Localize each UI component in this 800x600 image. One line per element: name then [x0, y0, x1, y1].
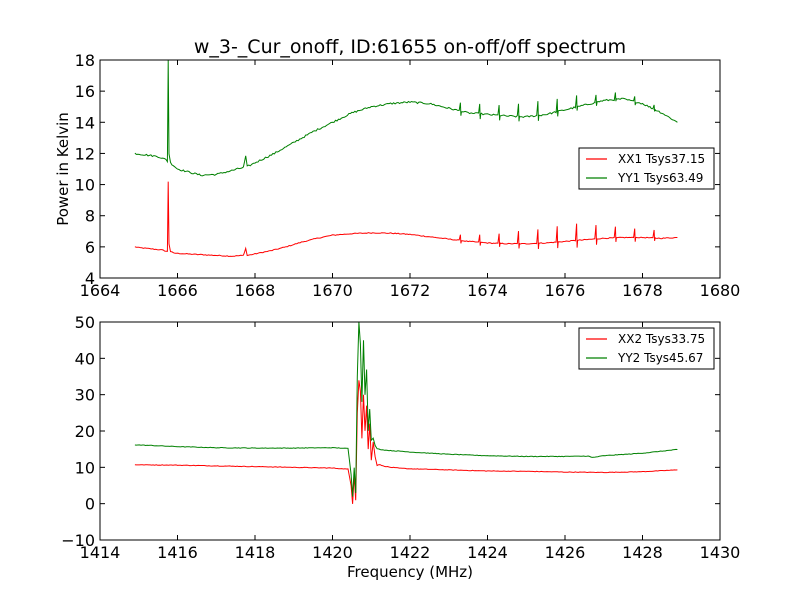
y-tick-label: 10 — [75, 176, 95, 195]
x-tick-label: 1668 — [235, 281, 276, 300]
legend-label: YY1 Tsys63.49 — [617, 171, 703, 185]
y-tick-label: 30 — [75, 386, 95, 405]
x-tick-label: 1674 — [467, 281, 508, 300]
y-tick-label: 12 — [75, 144, 95, 163]
x-tick-label: 1678 — [622, 281, 663, 300]
x-tick-label: 1666 — [157, 281, 198, 300]
y-tick-label: 10 — [75, 458, 95, 477]
legend-label: YY2 Tsys45.67 — [617, 351, 703, 365]
x-tick-label: 1428 — [622, 543, 663, 562]
x-tick-label: 1672 — [390, 281, 431, 300]
series-line-xx — [134, 181, 678, 258]
y-tick-label: 0 — [85, 495, 95, 514]
x-tick-label: 1414 — [80, 543, 121, 562]
y-tick-label: 50 — [75, 313, 95, 332]
x-tick-label: 1420 — [312, 543, 353, 562]
x-tick-label: 1424 — [467, 543, 508, 562]
series-line-xx — [134, 380, 678, 504]
x-tick-label: 1430 — [700, 543, 741, 562]
bottom-spectrum-panel: 1414 1416 1418 1420 1422 1424 1426 1428 1430 −10 0… — [61, 313, 740, 581]
y-tick-label: 40 — [75, 349, 95, 368]
x-tick-label: 1416 — [157, 543, 198, 562]
x-tick-label: 1670 — [312, 281, 353, 300]
legend-box — [578, 147, 715, 190]
legend-box — [578, 327, 715, 370]
figure-title: w_3-_Cur_onoff, ID:61655 on-off/off spec… — [194, 36, 626, 58]
y-tick-label: −10 — [61, 531, 95, 550]
y-tick-label: 4 — [85, 269, 95, 288]
x-tick-label: 1426 — [545, 543, 586, 562]
legend: XX1 Tsys37.15 YY1 Tsys63.49 — [578, 147, 715, 190]
y-tick-label: 8 — [85, 207, 95, 226]
legend-label: XX1 Tsys37.15 — [618, 152, 705, 166]
series-line-yy — [134, 322, 678, 497]
y-tick-label: 6 — [85, 238, 95, 257]
y-tick-label: 16 — [75, 82, 95, 101]
legend: XX2 Tsys33.75 YY2 Tsys45.67 — [578, 327, 715, 370]
y-axis-label: Power in Kelvin — [54, 112, 72, 226]
top-spectrum-panel: 1664 1666 1668 1670 1672 1674 1676 1678 1680 4 6 8 1… — [54, 51, 740, 300]
legend-label: XX2 Tsys33.75 — [618, 332, 705, 346]
x-tick-label: 1676 — [545, 281, 586, 300]
y-tick-label: 20 — [75, 422, 95, 441]
x-tick-label: 1680 — [700, 281, 741, 300]
x-tick-label: 1418 — [235, 543, 276, 562]
x-axis-label: Frequency (MHz) — [347, 563, 473, 581]
y-tick-label: 18 — [75, 51, 95, 70]
x-tick-label: 1422 — [390, 543, 431, 562]
series-line-yy — [134, 60, 678, 177]
x-tick-label: 1664 — [80, 281, 121, 300]
y-tick-label: 14 — [75, 113, 95, 132]
